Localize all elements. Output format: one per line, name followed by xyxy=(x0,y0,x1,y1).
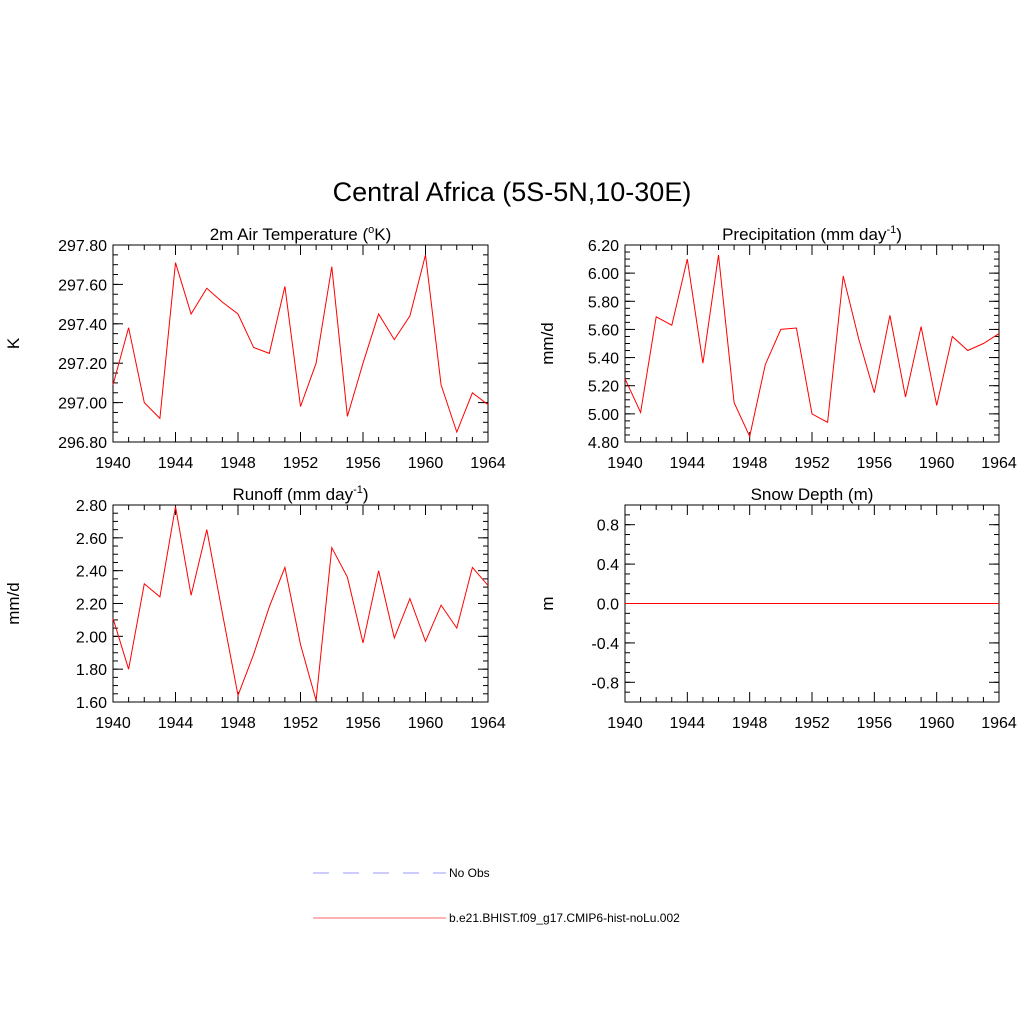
y-tick-label: 2.20 xyxy=(76,597,107,614)
legend-model-label: b.e21.BHIST.f09_g17.CMIP6-hist-noLu.002 xyxy=(449,911,680,925)
y-tick-label: 1.60 xyxy=(76,695,107,712)
y-tick-label: 5.20 xyxy=(588,379,619,396)
x-tick-label: 1964 xyxy=(981,455,1017,472)
panel-title-text: Precipitation (mm day xyxy=(722,225,887,244)
x-tick-label: 1952 xyxy=(794,455,830,472)
x-tick-label: 1948 xyxy=(732,715,768,732)
x-tick-label: 1956 xyxy=(345,455,381,472)
x-tick-label: 1948 xyxy=(220,715,256,732)
x-tick-label: 1940 xyxy=(607,715,643,732)
x-tick-label: 1956 xyxy=(857,715,893,732)
x-tick-label: 1952 xyxy=(283,455,319,472)
y-tick-label: 6.00 xyxy=(588,266,619,283)
y-tick-label: 297.20 xyxy=(58,356,107,373)
x-tick-label: 1960 xyxy=(919,715,955,732)
x-tick-label: 1960 xyxy=(919,455,955,472)
y-tick-label: 297.60 xyxy=(58,277,107,294)
legend: No Obs b.e21.BHIST.f09_g17.CMIP6-hist-no… xyxy=(313,866,680,925)
panel-title-text: 2m Air Temperature ( xyxy=(210,225,369,244)
figure-title: Central Africa (5S-5N,10-30E) xyxy=(333,177,692,207)
x-tick-label: 1960 xyxy=(408,455,444,472)
panel-snow-depth: 1940 1944 1948 1952 1956 1960 1964 0.8 0.4 0.0 -0.… xyxy=(538,485,1017,732)
panel-title-superscript: -1 xyxy=(353,484,363,496)
x-tick-label: 1944 xyxy=(158,715,194,732)
y-tick-label: 297.80 xyxy=(58,238,107,255)
panel-title-superscript: o xyxy=(368,224,374,236)
y-tick-label: 297.40 xyxy=(58,317,107,334)
y-tick-label: 5.80 xyxy=(588,294,619,311)
x-tick-label: 1944 xyxy=(158,455,194,472)
x-tick-label: 1964 xyxy=(470,455,506,472)
y-tick-label: 5.60 xyxy=(588,322,619,339)
y-axis-label: m xyxy=(538,596,557,610)
x-tick-label: 1940 xyxy=(607,455,643,472)
y-tick-label: 2.80 xyxy=(76,498,107,515)
y-tick-label: -0.8 xyxy=(591,675,619,692)
y-axis-label: K xyxy=(4,337,23,349)
x-tick-label: 1952 xyxy=(283,715,319,732)
panel-title-suffix: ) xyxy=(896,225,902,244)
x-tick-label: 1956 xyxy=(857,455,893,472)
plot-frame-temperature xyxy=(112,244,489,443)
y-tick-label: 5.40 xyxy=(588,351,619,368)
panel-title-suffix: K) xyxy=(374,225,391,244)
panel-title: Snow Depth (m) xyxy=(751,485,874,504)
y-tick-label: 1.80 xyxy=(76,662,107,679)
y-tick-label: 4.80 xyxy=(588,435,619,452)
panel-title: Runoff (mm day-1) xyxy=(232,484,368,504)
panel-title-text: Snow Depth (m) xyxy=(751,485,874,504)
y-tick-label: 6.20 xyxy=(588,238,619,255)
y-tick-label: 2.00 xyxy=(76,629,107,646)
y-axis-label: mm/d xyxy=(538,322,557,365)
y-tick-label: -0.4 xyxy=(591,636,619,653)
panels: 1940 1944 1948 1952 1956 1960 1964 297.80 297.60… xyxy=(4,224,1017,732)
plot-frame-runoff xyxy=(112,504,489,703)
y-tick-label: 2.40 xyxy=(76,564,107,581)
panel-title: Precipitation (mm day-1) xyxy=(722,224,902,244)
x-tick-label: 1964 xyxy=(470,715,506,732)
series-line-precipitation xyxy=(624,254,1000,438)
panel-temperature: 1940 1944 1948 1952 1956 1960 1964 297.80 297.60… xyxy=(4,224,506,472)
x-tick-label: 1956 xyxy=(345,715,381,732)
x-tick-label: 1964 xyxy=(981,715,1017,732)
y-tick-label: 296.80 xyxy=(58,435,107,452)
y-tick-label: 0.8 xyxy=(597,518,619,535)
y-tick-label: 2.60 xyxy=(76,531,107,548)
x-tick-label: 1940 xyxy=(95,715,131,732)
series-line-runoff xyxy=(112,506,489,701)
x-tick-label: 1948 xyxy=(220,455,256,472)
panel-title-superscript: -1 xyxy=(886,224,896,236)
x-tick-label: 1944 xyxy=(670,455,706,472)
panel-precipitation: 1940 1944 1948 1952 1956 1960 1964 6.20 6.00 5.80… xyxy=(538,224,1017,472)
y-tick-label: 5.00 xyxy=(588,407,619,424)
y-tick-label: 0.0 xyxy=(597,597,619,614)
y-tick-label: 0.4 xyxy=(597,557,619,574)
panel-title: 2m Air Temperature (oK) xyxy=(210,224,392,244)
x-tick-label: 1952 xyxy=(794,715,830,732)
legend-no-obs-label: No Obs xyxy=(449,866,490,880)
x-tick-label: 1940 xyxy=(95,455,131,472)
series-line-temperature xyxy=(112,254,489,434)
panel-title-text: Runoff (mm day xyxy=(232,485,353,504)
x-tick-label: 1944 xyxy=(670,715,706,732)
panel-title-suffix: ) xyxy=(363,485,369,504)
x-tick-label: 1960 xyxy=(408,715,444,732)
y-tick-label: 297.00 xyxy=(58,396,107,413)
panel-runoff: 1940 1944 1948 1952 1956 1960 1964 2.80 2.60 2.40… xyxy=(4,484,506,732)
y-axis-label: mm/d xyxy=(4,582,23,625)
x-tick-label: 1948 xyxy=(732,455,768,472)
